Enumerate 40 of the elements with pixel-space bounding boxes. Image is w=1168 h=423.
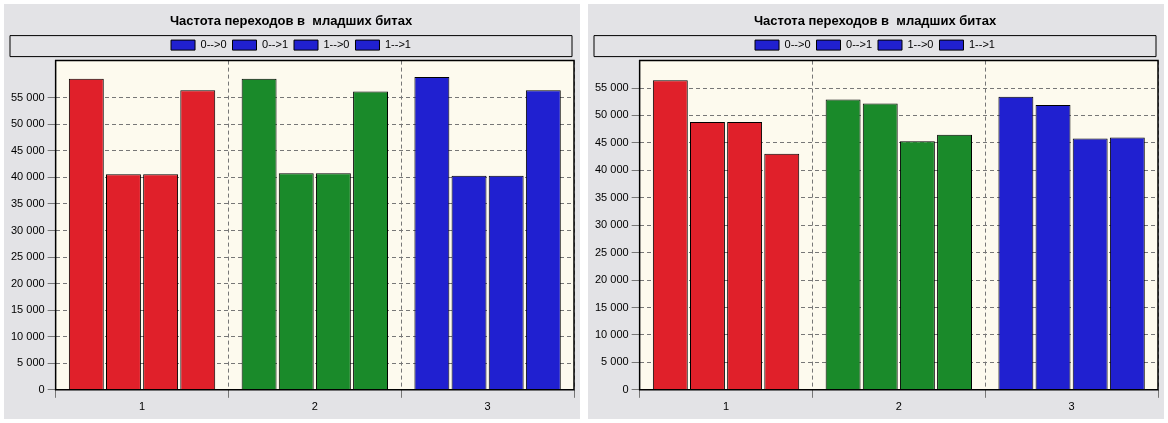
legend-label: 1-->1 [968, 38, 995, 51]
y-tick-label: 45 000 [10, 143, 45, 156]
x-tick-label: 1 [722, 400, 730, 413]
y-tick-label: 0 [622, 382, 629, 395]
y-tick-label: 10 000 [594, 327, 629, 340]
y-tick-label: 40 000 [594, 163, 629, 176]
x-tick-label: 3 [484, 400, 491, 413]
y-tick-label: 40 000 [10, 170, 45, 183]
x-tick-label: 2 [311, 400, 318, 413]
y-tick-label: 35 000 [10, 196, 45, 209]
y-tick-label: 55 000 [594, 81, 629, 94]
y-tick-label: 25 000 [10, 250, 45, 263]
y-tick-label: 0 [38, 382, 45, 395]
y-tick-label: 5 000 [17, 356, 45, 369]
y-tick-label: 20 000 [594, 273, 629, 286]
chart-title: Частота переходов в младших битах [169, 13, 413, 29]
legend-label: 1-->1 [384, 38, 411, 51]
legend-label: 0-->0 [200, 38, 227, 51]
y-tick-label: 15 000 [594, 300, 629, 313]
y-tick-label: 50 000 [594, 108, 629, 121]
y-tick-label: 5 000 [601, 355, 629, 368]
y-tick-label: 55 000 [10, 90, 45, 103]
y-tick-label: 45 000 [594, 135, 629, 148]
y-tick-label: 30 000 [594, 218, 629, 231]
chart-title: Частота переходов в младших битах [753, 13, 997, 29]
x-tick-label: 3 [1068, 400, 1075, 413]
y-tick-label: 10 000 [10, 329, 45, 342]
y-tick-label: 50 000 [10, 117, 45, 130]
x-tick-label: 2 [895, 400, 902, 413]
x-tick-label: 1 [138, 400, 146, 413]
legend-label: 0-->1 [262, 38, 289, 51]
legend-label: 1-->0 [907, 38, 934, 51]
legend-label: 1-->0 [323, 38, 350, 51]
legend-label: 0-->1 [846, 38, 873, 51]
y-tick-label: 35 000 [594, 190, 629, 203]
y-tick-label: 30 000 [10, 223, 45, 236]
y-tick-label: 15 000 [10, 303, 45, 316]
y-tick-label: 20 000 [10, 276, 45, 289]
y-tick-label: 25 000 [594, 245, 629, 258]
legend-label: 0-->0 [784, 38, 811, 51]
